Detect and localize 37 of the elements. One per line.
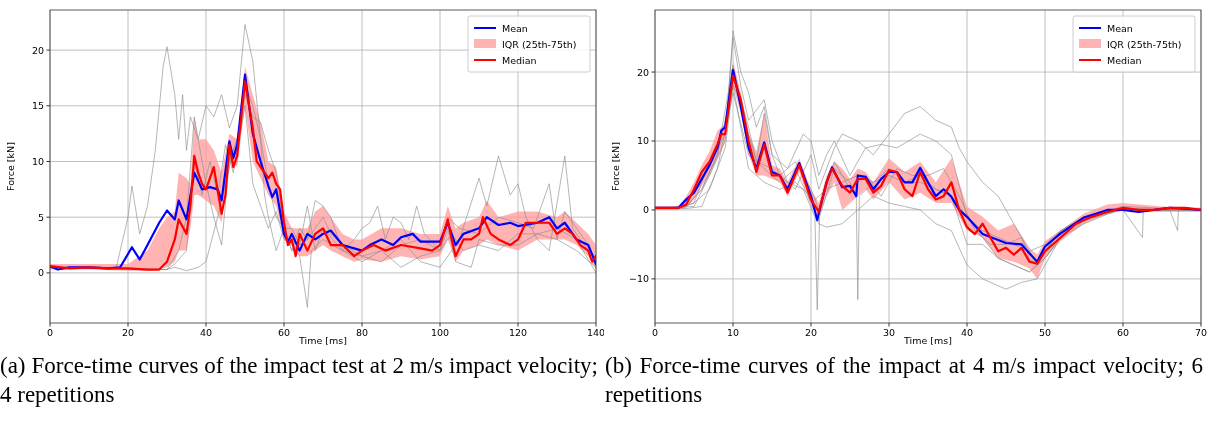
y-tick-label: 10 <box>31 155 44 167</box>
y-axis-title: Force [kN] <box>610 142 621 191</box>
legend-label: IQR (25th-75th) <box>502 38 577 50</box>
legend-label: IQR (25th-75th) <box>1107 38 1182 50</box>
y-tick-label: 5 <box>37 211 44 223</box>
x-tick-label: 0 <box>651 327 659 338</box>
legend-label: Median <box>502 54 537 66</box>
text: (b) Force-time curves of the impact at 4 m/s impact velocity; 6 repetitions <box>605 352 1203 409</box>
x-tick-label: 10 <box>726 327 740 338</box>
x-tick-label: 40 <box>199 327 213 338</box>
x-tick-label: 60 <box>277 327 291 338</box>
x-tick-label: 0 <box>46 327 54 338</box>
x-tick-label: 20 <box>121 327 135 338</box>
x-tick-label: 20 <box>804 327 818 338</box>
x-tick-label: 120 <box>508 327 528 338</box>
y-axis-title: Force [kN] <box>5 142 16 191</box>
x-tick-label: 140 <box>586 327 606 338</box>
y-tick-label: −10 <box>628 273 649 285</box>
x-tick-label: 30 <box>882 327 896 338</box>
x-tick-label: 50 <box>1038 327 1052 338</box>
text: (a) Force-time curves of the impact test at 2 m/s impact velocity; 4 repetitions <box>0 352 598 409</box>
x-tick-label: 80 <box>355 327 369 338</box>
x-axis-title: Time [ms] <box>298 335 347 346</box>
y-tick-label: 0 <box>37 267 44 279</box>
y-tick-label: 0 <box>642 204 649 216</box>
x-tick-label: 40 <box>960 327 974 338</box>
x-tick-label: 70 <box>1194 327 1208 338</box>
y-tick-label: 20 <box>636 66 649 78</box>
x-axis-title: Time [ms] <box>903 335 952 346</box>
legend-label: Median <box>1107 54 1142 66</box>
x-tick-label: 100 <box>430 327 450 338</box>
y-tick-label: 20 <box>31 44 44 56</box>
y-tick-label: 15 <box>31 100 44 112</box>
x-tick-label: 60 <box>1116 327 1130 338</box>
legend-label: Mean <box>1107 22 1133 34</box>
y-tick-label: 10 <box>636 135 649 147</box>
legend-label: Mean <box>502 22 528 34</box>
